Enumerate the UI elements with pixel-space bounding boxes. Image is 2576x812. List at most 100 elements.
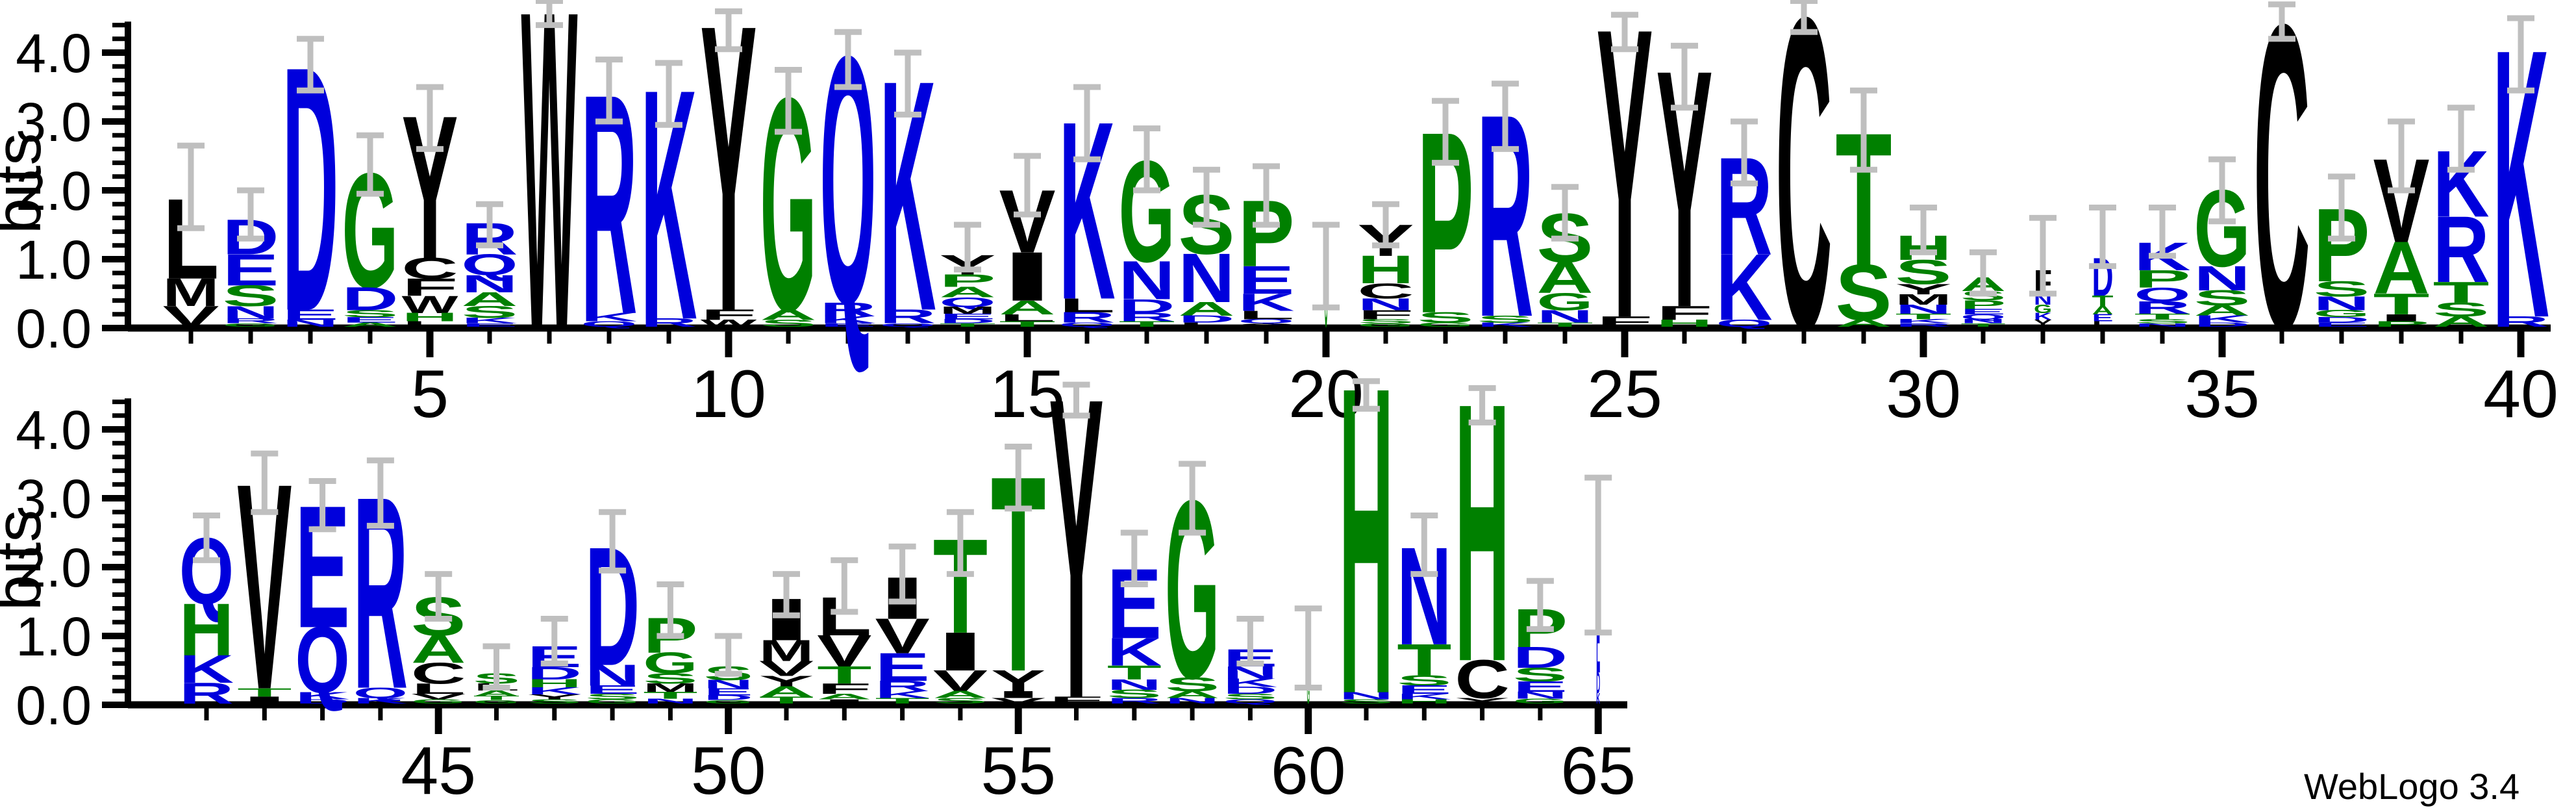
- logo-stack-pos-47: EDHKYS: [527, 616, 582, 705]
- logo-letter-N-pos-30: N: [1895, 302, 1952, 316]
- logo-letter-N-pos-21: N: [1358, 295, 1414, 314]
- logo-letter-K-pos-8: K: [581, 311, 638, 324]
- logo-letter-S-pos-39: S: [2433, 298, 2490, 320]
- x-tick-label: 20: [1288, 357, 1364, 432]
- logo-stack-pos-2: DESNRG: [223, 187, 279, 328]
- logo-letter-Q-pos-27: Q: [1716, 318, 1773, 329]
- logo-letter-S-pos-22: S: [1418, 309, 1474, 326]
- logo-letter-C-pos-63: C: [1455, 648, 1509, 710]
- logo-letter-S-pos-6: S: [462, 303, 518, 322]
- logo-letter-C-pos-36: C: [2254, 0, 2310, 420]
- logo-stack-pos-46: SLATG: [473, 643, 520, 705]
- logo-letter-I-pos-52: I: [817, 698, 871, 705]
- logo-letter-D-pos-18: D: [1179, 314, 1235, 325]
- logo-letter-G-pos-22: G: [1418, 322, 1474, 328]
- logo-stack-pos-50: SNEDG: [704, 633, 753, 705]
- y-axis-title: bits: [0, 510, 55, 611]
- logo-letter-N-pos-64: N: [1513, 690, 1568, 701]
- logo-stack-pos-36: C: [2254, 0, 2310, 420]
- logo-letter-L-pos-5: L: [402, 320, 458, 329]
- logo-letter-T-pos-62: T: [1397, 635, 1451, 685]
- logo-letter-E-pos-14: E: [940, 312, 996, 321]
- logo-letter-N-pos-35: N: [2194, 259, 2251, 298]
- logo-stack-pos-1: LMV: [163, 142, 219, 333]
- logo-stack-pos-26: YFH: [1657, 0, 1713, 378]
- logo-letter-Y-pos-63: Y: [1455, 696, 1509, 705]
- logo-stack-pos-34: KPQRTSN: [2134, 205, 2191, 328]
- logo-letter-M-pos-30: M: [1895, 291, 1952, 308]
- logo-letter-N-pos-49: N: [643, 697, 697, 705]
- weblogo-version-watermark: WebLogo 3.4: [2304, 766, 2520, 807]
- logo-letter-S-pos-4: S: [342, 308, 399, 319]
- logo-letter-Y-pos-25: Y: [1597, 0, 1653, 405]
- logo-letter-S-pos-64: S: [1513, 663, 1568, 685]
- logo-letter-E-pos-2: E: [223, 245, 279, 295]
- logo-letter-D-pos-43: D: [295, 698, 349, 705]
- logo-letter-S-pos-54: S: [933, 696, 988, 705]
- logo-letter-G-pos-46: G: [473, 699, 520, 705]
- logo-letter-H-pos-21: H: [1358, 247, 1414, 292]
- logo-letter-A-pos-11: A: [760, 307, 817, 324]
- logo-letter-Q-pos-6: Q: [462, 249, 518, 282]
- logo-letter-Q-pos-43: Q: [295, 607, 349, 713]
- logo-letter-F-pos-25: F: [1597, 313, 1653, 330]
- logo-letter-K-pos-27: K: [1716, 235, 1773, 340]
- logo-letter-A-pos-58: A: [1165, 689, 1219, 700]
- logo-letter-A-pos-29: A: [1836, 318, 1892, 329]
- logo-letter-S-pos-30: S: [1895, 253, 1952, 292]
- logo-letter-K-pos-44: K: [353, 696, 408, 705]
- logo-stack-pos-7: W: [521, 0, 578, 423]
- x-tick-label: 25: [1587, 357, 1662, 432]
- logo-letter-H-pos-62: H: [1397, 698, 1451, 705]
- x-tick-label: 50: [691, 733, 766, 809]
- logo-letter-E-pos-31: E: [1960, 307, 2006, 316]
- logo-stack-pos-9: KR: [641, 21, 697, 388]
- logo-stack-pos-29: TSA: [1836, 87, 1892, 337]
- logo-letter-T-pos-53: T: [875, 696, 929, 705]
- logo-letter-T-pos-14: T: [940, 322, 996, 328]
- logo-letter-I-pos-15: I: [999, 238, 1056, 316]
- logo-letter-Y-pos-55: Y: [991, 665, 1045, 698]
- logo-letter-T-pos-42: T: [237, 686, 292, 700]
- logo-letter-K-pos-32: K: [2034, 311, 2052, 322]
- logo-letter-E-pos-65: E: [1596, 583, 1600, 694]
- x-tick-label: 65: [1560, 733, 1636, 809]
- logo-letter-K-pos-59: K: [1223, 676, 1277, 690]
- logo-letter-N-pos-48: N: [585, 659, 640, 692]
- logo-letter-S-pos-57: S: [1107, 687, 1162, 701]
- logo-letter-R-pos-2: R: [223, 317, 279, 325]
- logo-letter-D-pos-64: D: [1513, 641, 1568, 674]
- y-axis-title: bits: [0, 133, 55, 235]
- logo-letter-L-pos-15: L: [999, 312, 1056, 324]
- x-tick-label: 5: [411, 357, 449, 432]
- logo-letter-L-pos-18: L: [1179, 322, 1235, 328]
- logo-letter-R-pos-39: R: [2433, 196, 2490, 302]
- logo-letter-A-pos-54: A: [933, 689, 988, 700]
- logo-letter-D-pos-4: D: [342, 281, 399, 318]
- logo-letter-T-pos-31: T: [1960, 322, 2006, 328]
- logo-letter-A-pos-14: A: [940, 284, 996, 301]
- logo-letter-S-pos-61: S: [1339, 698, 1394, 705]
- logo-letter-E-pos-12: E: [820, 322, 877, 328]
- logo-letter-G-pos-32: G: [2034, 302, 2052, 316]
- logo-letter-S-pos-29: S: [1836, 248, 1892, 337]
- logo-letter-P-pos-34: P: [2134, 265, 2191, 293]
- logo-stack-pos-65: EDK: [1584, 474, 1612, 707]
- logo-stack-pos-25: YF: [1597, 0, 1653, 405]
- logo-letter-M-pos-51: M: [759, 634, 814, 667]
- logo-letter-D-pos-35: D: [2194, 322, 2251, 328]
- logo-stack-pos-42: VTI: [237, 422, 292, 752]
- logo-letter-T-pos-57: T: [1107, 661, 1162, 683]
- logo-letter-A-pos-24: A: [1537, 253, 1594, 303]
- logo-letter-S-pos-62: S: [1397, 672, 1451, 689]
- logo-letter-A-pos-6: A: [462, 288, 518, 310]
